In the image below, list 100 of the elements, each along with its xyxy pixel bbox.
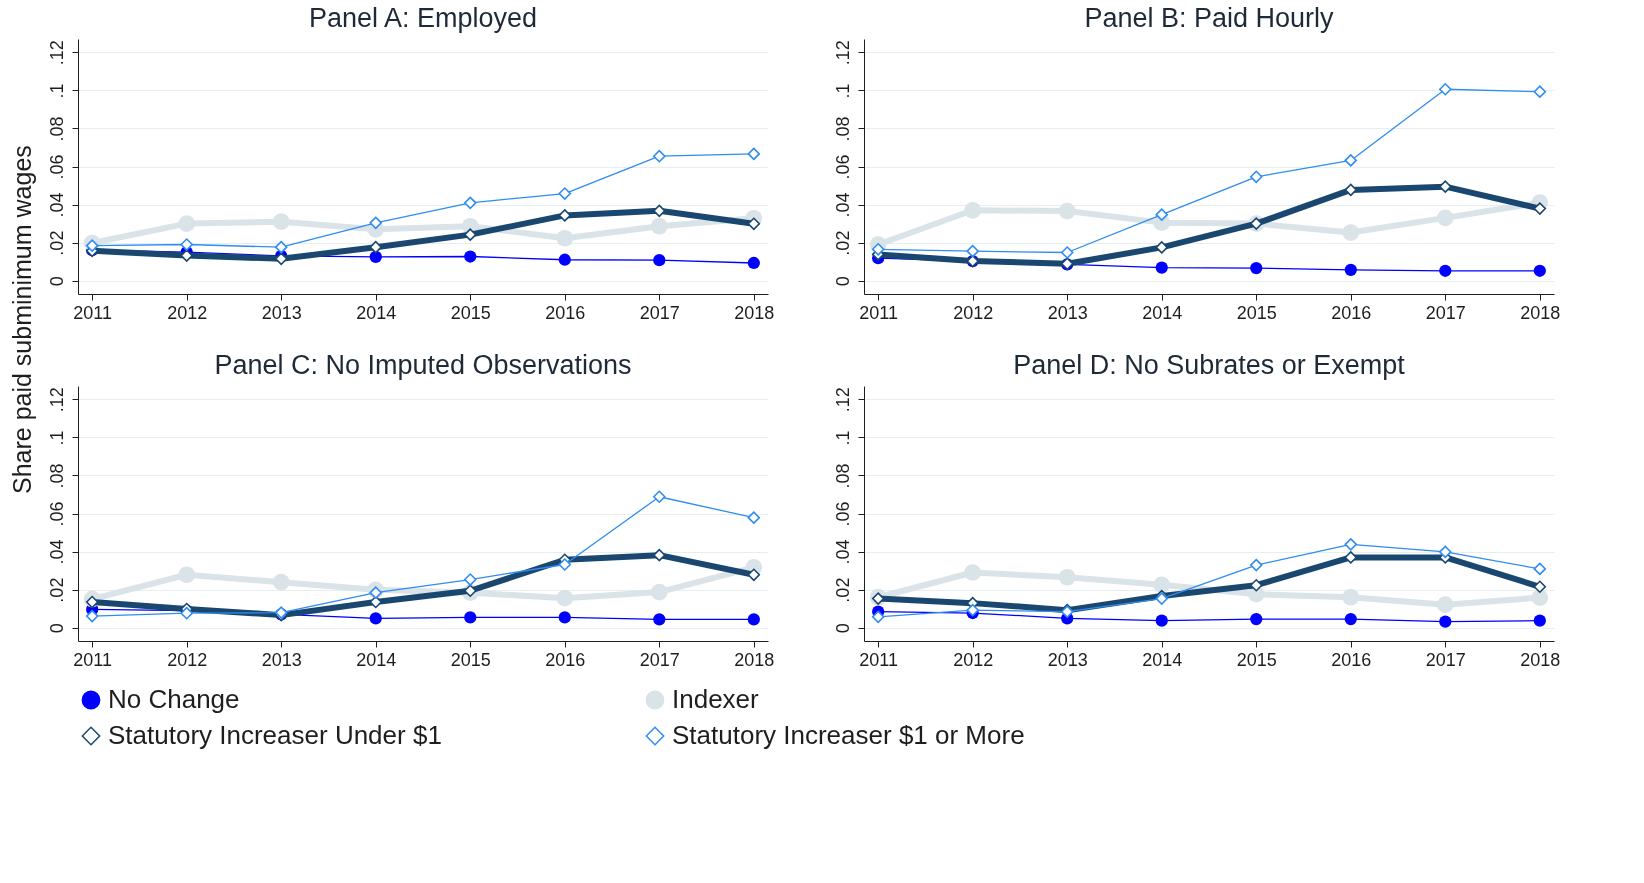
- point: [464, 611, 477, 624]
- point: [178, 566, 196, 584]
- point: [1342, 588, 1360, 606]
- point: [747, 256, 760, 270]
- y-tick-label: .1: [832, 83, 853, 99]
- y-tick-label: .1: [832, 430, 853, 446]
- point: [1250, 613, 1263, 626]
- point: [1439, 615, 1452, 628]
- point: [463, 573, 477, 586]
- legend-label: Indexer: [672, 684, 760, 714]
- y-tick-label: .12: [832, 387, 853, 413]
- x-tick-label: 2017: [1425, 649, 1466, 670]
- point: [1155, 261, 1168, 274]
- y-tick-label: .12: [832, 40, 853, 66]
- point: [1436, 209, 1454, 227]
- point: [274, 240, 288, 254]
- y-tick-label: .02: [46, 577, 67, 603]
- point: [1249, 170, 1263, 184]
- y-tick-label: .08: [46, 463, 67, 489]
- point: [1344, 538, 1358, 551]
- point: [1533, 264, 1546, 277]
- point: [653, 548, 666, 562]
- point: [747, 613, 760, 626]
- point: [1058, 202, 1076, 220]
- legend-label: Statutory Increaser Under $1: [108, 720, 442, 750]
- point: [556, 589, 574, 607]
- y-tick-label: .02: [832, 230, 853, 256]
- point: [747, 511, 761, 524]
- point: [85, 609, 99, 623]
- point: [653, 613, 666, 626]
- x-tick-label: 2011: [859, 649, 899, 670]
- x-tick-label: 2014: [1142, 649, 1183, 670]
- x-tick-label: 2016: [1331, 649, 1372, 670]
- point: [178, 215, 196, 232]
- point: [463, 196, 477, 210]
- point: [1060, 246, 1074, 259]
- point: [369, 250, 382, 263]
- point: [964, 201, 982, 219]
- point: [558, 253, 571, 266]
- x-tick-label: 2013: [1047, 649, 1088, 670]
- point: [1155, 614, 1168, 627]
- point: [1250, 262, 1263, 275]
- point: [1436, 596, 1454, 613]
- x-tick-label: 2012: [953, 302, 994, 323]
- point: [1533, 202, 1547, 215]
- y-tick-label: .12: [46, 40, 67, 66]
- y-tick-label: .04: [46, 539, 67, 565]
- point: [556, 229, 574, 247]
- point: [1249, 558, 1263, 572]
- y-tick-label: 0: [832, 276, 853, 287]
- x-tick-label: 2013: [261, 302, 302, 323]
- x-tick-label: 2016: [545, 649, 586, 670]
- point: [1058, 568, 1076, 586]
- x-tick-label: 2012: [953, 649, 994, 670]
- point: [1533, 562, 1547, 576]
- chart-title: Panel A: Employed: [308, 3, 538, 33]
- point: [653, 204, 666, 218]
- x-tick-label: 2018: [1520, 302, 1561, 323]
- x-tick-label: 2017: [639, 302, 680, 323]
- y-axis-title: Share paid subminimum wages: [8, 144, 37, 497]
- chart-title: Panel B: Paid Hourly: [1084, 3, 1335, 33]
- point: [650, 583, 668, 601]
- y-tick-label: .1: [46, 430, 67, 446]
- point: [1153, 576, 1171, 594]
- point: [1344, 154, 1358, 167]
- point: [966, 244, 979, 258]
- x-tick-label: 2014: [1142, 302, 1183, 323]
- point: [653, 254, 666, 267]
- point: [272, 573, 290, 591]
- x-tick-label: 2016: [1331, 302, 1372, 323]
- point: [1531, 589, 1549, 606]
- point: [1155, 208, 1169, 221]
- x-tick-label: 2015: [1236, 649, 1277, 670]
- y-tick-label: .06: [832, 501, 853, 527]
- point: [871, 610, 885, 624]
- x-tick-label: 2013: [261, 649, 302, 670]
- y-tick-label: .06: [46, 501, 67, 527]
- x-tick-label: 2015: [450, 302, 491, 323]
- point: [747, 568, 761, 582]
- x-tick-label: 2012: [167, 649, 208, 670]
- point: [653, 149, 666, 163]
- point: [85, 239, 99, 252]
- point: [558, 611, 571, 624]
- x-tick-label: 2015: [450, 649, 491, 670]
- y-tick-label: .04: [832, 192, 853, 218]
- point: [1155, 241, 1169, 254]
- x-tick-label: 2018: [1520, 649, 1561, 670]
- x-tick-label: 2013: [1047, 302, 1088, 323]
- x-tick-label: 2011: [859, 302, 899, 323]
- point: [558, 558, 572, 571]
- y-tick-label: 0: [46, 276, 67, 287]
- point: [369, 240, 383, 254]
- y-tick-label: .08: [832, 463, 853, 489]
- point: [964, 564, 982, 581]
- y-tick-label: 0: [46, 623, 67, 634]
- point: [369, 612, 382, 625]
- x-tick-label: 2018: [734, 649, 775, 670]
- x-tick-label: 2012: [167, 302, 208, 323]
- point: [180, 238, 193, 251]
- x-tick-label: 2017: [639, 649, 680, 670]
